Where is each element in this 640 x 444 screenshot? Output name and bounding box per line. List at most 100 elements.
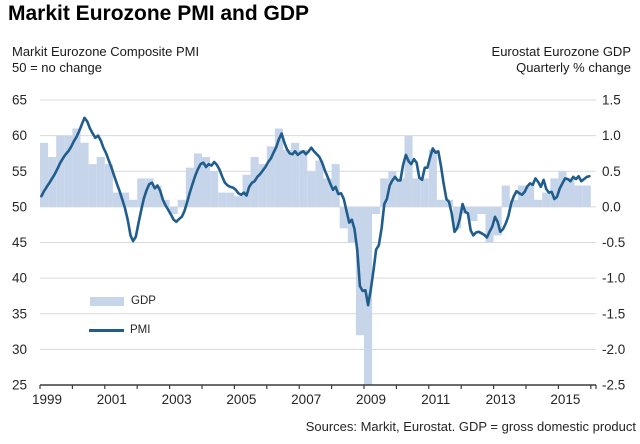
gdp-bar: [72, 128, 81, 207]
gdp-bar: [218, 192, 227, 207]
svg-text:2003: 2003: [162, 392, 192, 407]
gdp-bar: [112, 192, 121, 207]
gdp-bar: [509, 199, 518, 207]
svg-text:0.5: 0.5: [602, 164, 621, 179]
gdp-bar: [193, 153, 202, 207]
gdp-bar: [274, 128, 283, 207]
gdp-bar: [485, 206, 494, 243]
svg-text:-2.0: -2.0: [602, 342, 625, 357]
y-axis-right-labels: 1.5 1.0 0.5 0.0 -0.5 -1.0 -1.5 -2.0 -2.5: [602, 93, 625, 393]
svg-text:2009: 2009: [356, 392, 386, 407]
gdp-bar: [558, 171, 567, 207]
gdp-bar: [88, 164, 97, 207]
right-axis-title-line2: Quarterly % change: [516, 60, 631, 75]
gdp-bar: [64, 135, 73, 207]
gdp-bar: [339, 206, 348, 229]
x-axis-labels: 1999 2001 2003 2005 2007 2009 2011 2013 2015: [32, 392, 580, 407]
gdp-bar: [96, 157, 105, 207]
gdp-bar: [291, 142, 300, 207]
gdp-bar: [80, 142, 89, 207]
pmi-line-swatch: [89, 328, 124, 332]
svg-text:2007: 2007: [291, 392, 321, 407]
pmi-line-series: [40, 116, 591, 307]
svg-text:50: 50: [12, 199, 27, 214]
gdp-bar: [388, 171, 397, 207]
svg-text:2005: 2005: [226, 392, 256, 407]
svg-text:2001: 2001: [97, 392, 127, 407]
gdp-bar: [566, 178, 575, 207]
gdp-bar: [542, 192, 551, 207]
gdp-bar: [372, 206, 381, 214]
svg-text:1999: 1999: [32, 392, 62, 407]
gdp-bar: [404, 135, 413, 207]
pmi-legend-label: PMI: [130, 324, 151, 336]
gdp-bar: [469, 206, 478, 222]
left-axis-title: Markit Eurozone Composite PMI 50 = no ch…: [12, 44, 199, 76]
gdp-bar: [347, 206, 356, 243]
svg-text:30: 30: [12, 342, 27, 357]
gdp-bar: [582, 185, 591, 207]
gdp-bar: [137, 178, 146, 207]
legend-item-pmi: PMI: [89, 324, 150, 336]
gdp-bar: [185, 167, 194, 207]
gdp-bar: [436, 199, 445, 207]
gdp-bar: [323, 178, 332, 207]
gdp-bar: [48, 157, 57, 207]
svg-text:45: 45: [12, 235, 27, 250]
gdp-bar: [129, 199, 138, 207]
gdp-bar: [477, 206, 486, 214]
gdp-bar: [258, 164, 267, 207]
svg-text:-1.0: -1.0: [602, 271, 625, 286]
svg-text:-1.5: -1.5: [602, 306, 625, 321]
svg-text:1.0: 1.0: [602, 128, 621, 143]
svg-text:25: 25: [12, 378, 27, 393]
x-axis: [39, 384, 597, 389]
gdp-bars-series: [40, 128, 591, 385]
gdp-bar: [428, 149, 437, 207]
gdp-bar: [364, 206, 373, 385]
gdp-bar: [266, 146, 275, 207]
svg-text:2015: 2015: [550, 392, 580, 407]
svg-text:55: 55: [12, 164, 27, 179]
svg-text:0.0: 0.0: [602, 199, 621, 214]
gdp-bar: [210, 171, 219, 207]
gdp-bar: [412, 178, 421, 207]
gdp-bar: [40, 142, 49, 207]
gdp-bar: [202, 157, 211, 207]
source-note: Sources: Markit, Eurostat. GDP = gross d…: [305, 419, 636, 434]
chart-title: Markit Eurozone PMI and GDP: [8, 2, 310, 25]
gdp-legend-label: GDP: [131, 295, 156, 307]
gdp-bar: [299, 149, 308, 207]
gdp-bar: [153, 185, 162, 207]
right-axis-title: Eurostat Eurozone GDP Quarterly % change: [492, 44, 631, 76]
gdp-bar: [121, 192, 130, 207]
svg-text:60: 60: [12, 128, 27, 143]
gdp-bar: [380, 178, 389, 207]
gdp-bar: [315, 160, 324, 207]
svg-text:1.5: 1.5: [602, 93, 621, 108]
svg-text:65: 65: [12, 93, 27, 108]
gdp-bar: [550, 178, 559, 207]
svg-text:2011: 2011: [421, 392, 450, 407]
right-axis-title-line1: Eurostat Eurozone GDP: [491, 44, 631, 59]
svg-text:35: 35: [12, 306, 27, 321]
y-axis-left-labels: 65 60 55 50 45 40 35 30 25: [12, 93, 27, 393]
gdp-bar: [226, 192, 235, 207]
gdp-bar: [234, 196, 243, 207]
gdp-bar: [331, 164, 340, 207]
gdp-bar: [501, 185, 510, 207]
gdp-bar: [453, 206, 462, 229]
left-axis-title-line2: 50 = no change: [12, 60, 102, 75]
gdp-bar: [517, 185, 526, 207]
gdp-bar: [574, 185, 583, 207]
svg-text:40: 40: [12, 271, 27, 286]
gdp-bar: [56, 135, 65, 207]
legend-item-gdp: GDP: [90, 295, 156, 307]
gdp-bar-swatch: [90, 296, 124, 306]
gdp-bar: [177, 199, 186, 207]
gdp-bar: [307, 171, 316, 207]
svg-text:-2.5: -2.5: [602, 378, 625, 393]
gdp-bar: [526, 185, 535, 207]
